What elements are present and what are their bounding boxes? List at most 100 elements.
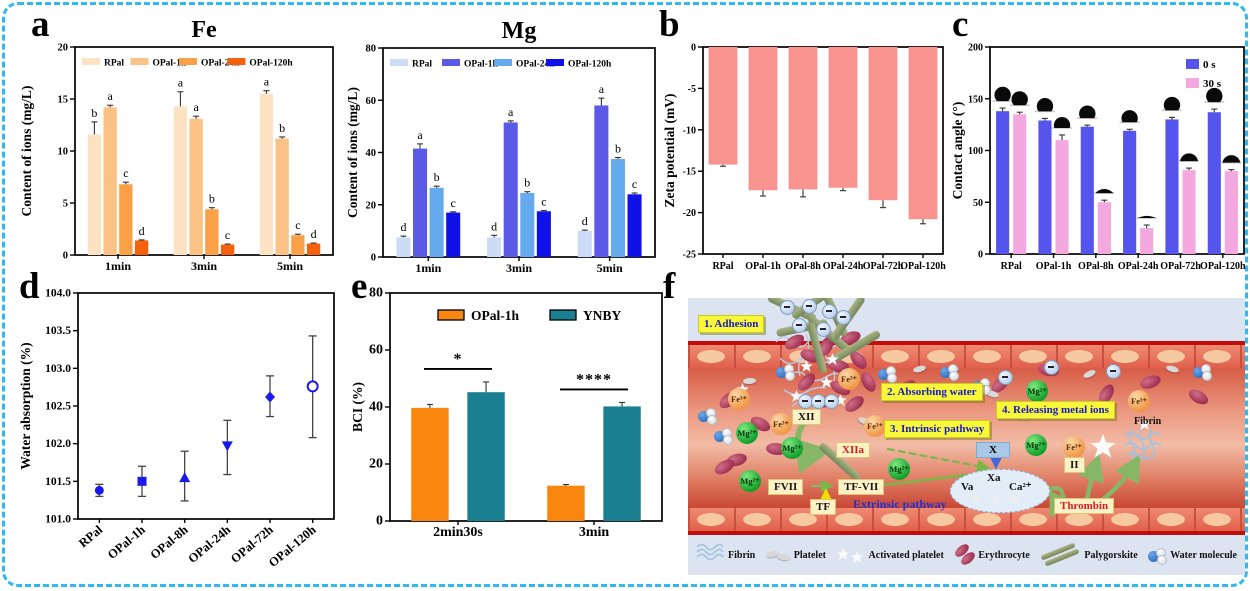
svg-text:1min: 1min	[105, 259, 131, 273]
svg-text:b: b	[615, 141, 621, 155]
activated-platelet	[834, 394, 847, 406]
svg-text:OPal-24h: OPal-24h	[823, 261, 864, 272]
svg-text:OPal-72h: OPal-72h	[863, 261, 904, 272]
svg-text:c: c	[295, 218, 300, 232]
legend-swatch	[494, 59, 513, 66]
step-label-adhesion: 1. Adhesion	[698, 315, 765, 333]
prothrombinase-complex: Va Xa Ca²⁺	[950, 469, 1050, 513]
svg-text:150: 150	[968, 94, 983, 105]
bar	[503, 122, 518, 257]
bar	[87, 134, 102, 255]
diagram-legend: Fibrin Platelet Activated platelet Erythroc…	[696, 541, 1237, 569]
svg-text:****: ****	[576, 371, 612, 388]
bar	[868, 47, 898, 201]
plot-frame	[77, 292, 335, 520]
data-point	[265, 391, 275, 403]
water-molecule	[714, 428, 733, 445]
bar	[1165, 119, 1179, 254]
svg-text:50: 50	[973, 198, 983, 209]
droplet-icon	[1163, 96, 1181, 111]
water-molecule	[698, 408, 717, 425]
bar	[748, 47, 778, 191]
factor-tag-thrombin: Thrombin	[1054, 498, 1115, 514]
factor-tag-ii: II	[1064, 457, 1085, 473]
bar	[103, 107, 117, 255]
activated-platelet	[1138, 418, 1151, 430]
chart-fe-ion-content: 0 5 10 15 20 Content of ions (mg/L) Fe 1min 3min…	[19, 17, 334, 273]
ion-mg: Mg²⁺	[739, 470, 761, 492]
bar	[603, 406, 641, 521]
bar	[708, 47, 738, 165]
bar	[413, 148, 428, 257]
svg-text:OPal-1h: OPal-1h	[745, 261, 781, 272]
legend-item-fibrin: Fibrin	[696, 543, 756, 567]
bar	[1055, 140, 1069, 254]
svg-text:c: c	[541, 194, 546, 208]
legend-swatch	[227, 58, 246, 65]
svg-text:OPal-1h: OPal-1h	[464, 60, 498, 70]
chart-zeta-potential: 0 -5 -10 -15 -20 -25 Zeta potential (mV) RPal OP…	[662, 43, 946, 273]
svg-text:0 s: 0 s	[1203, 59, 1216, 71]
svg-text:2min30s: 2min30s	[433, 525, 483, 540]
svg-text:100: 100	[968, 146, 983, 157]
svg-text:OPal-1h: OPal-1h	[105, 523, 148, 562]
svg-text:40: 40	[369, 400, 383, 415]
svg-text:OPal-1h: OPal-1h	[1036, 261, 1072, 272]
legend-swatch	[442, 59, 461, 66]
data-point	[306, 380, 319, 393]
svg-text:OPal-120h: OPal-120h	[900, 261, 946, 272]
svg-text:OPal-72h: OPal-72h	[1160, 261, 1201, 272]
data-point	[179, 472, 191, 483]
legend-item-label: Fibrin	[728, 549, 756, 561]
platelet-icon	[765, 549, 791, 562]
bar	[908, 47, 938, 220]
bar	[467, 392, 505, 521]
svg-text:101.0: 101.0	[45, 514, 71, 526]
absorbed-water-sphere	[1044, 360, 1059, 375]
svg-text:OPal-8h: OPal-8h	[148, 523, 191, 562]
ion-mg: Mg²⁺	[1026, 380, 1048, 402]
droplet-icon	[1011, 91, 1028, 106]
svg-text:20: 20	[366, 200, 377, 211]
ion-mg: Mg²⁺	[1025, 434, 1047, 456]
bar	[205, 209, 219, 255]
svg-text:a: a	[178, 76, 184, 90]
svg-text:Content of ions (mg/L): Content of ions (mg/L)	[345, 87, 360, 218]
svg-text:-5: -5	[688, 84, 696, 95]
legend-swatch	[1186, 78, 1199, 88]
svg-text:40: 40	[366, 148, 377, 159]
ion-fe: Fe³⁺	[728, 388, 750, 410]
droplet-icon	[1036, 98, 1054, 112]
legend-swatch	[178, 58, 197, 65]
svg-text:103.5: 103.5	[45, 325, 71, 337]
activated-platelet	[790, 390, 803, 402]
panel-label-b: b	[659, 4, 680, 45]
svg-text:*: *	[454, 351, 463, 368]
svg-text:OPal-24h: OPal-24h	[1118, 261, 1159, 272]
svg-text:d: d	[400, 220, 406, 234]
bar	[627, 194, 642, 257]
svg-text:10: 10	[58, 147, 69, 158]
svg-text:3min: 3min	[579, 525, 610, 540]
svg-text:RPal: RPal	[104, 59, 124, 69]
panel-label-f: f	[663, 266, 676, 307]
svg-text:a: a	[264, 75, 270, 89]
svg-text:c: c	[123, 166, 128, 180]
data-point	[221, 441, 233, 452]
bar	[275, 138, 289, 255]
bar	[306, 243, 321, 255]
ion-fe: Fe³⁺	[1128, 390, 1150, 412]
absorbed-water-sphere	[836, 310, 851, 325]
svg-text:c: c	[451, 196, 456, 210]
svg-text:OPal-24h: OPal-24h	[516, 60, 555, 70]
bar	[396, 237, 411, 257]
svg-text:a: a	[417, 128, 423, 142]
svg-text:OPal-120h: OPal-120h	[266, 523, 319, 570]
bar	[577, 230, 592, 257]
droplet-icon	[1180, 153, 1199, 162]
svg-text:0: 0	[691, 43, 696, 54]
legend-item-label: Activated platelet	[868, 549, 944, 561]
panel-label-e: e	[351, 266, 368, 307]
bar	[1123, 130, 1137, 254]
bar	[1224, 171, 1238, 254]
